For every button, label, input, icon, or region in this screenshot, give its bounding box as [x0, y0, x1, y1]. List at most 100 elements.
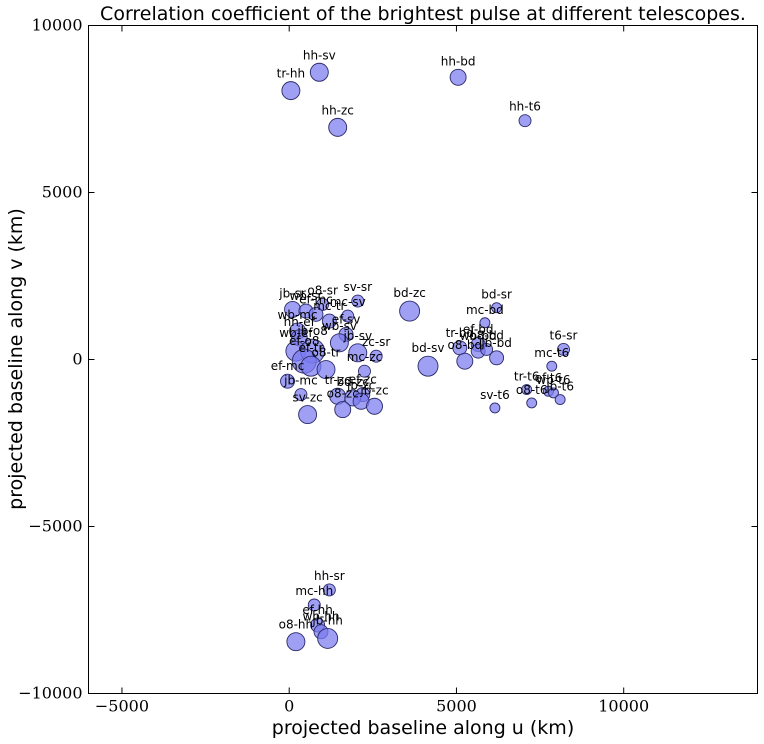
data-point — [286, 632, 306, 652]
data-point — [328, 117, 348, 137]
point-label: mc-hh — [295, 584, 333, 598]
x-tick-label: 5000 — [436, 697, 477, 716]
point-label: ef-hh — [302, 603, 333, 617]
point-label: ef-mc — [271, 359, 305, 373]
data-point — [526, 397, 538, 409]
point-label: o8-t6 — [516, 383, 548, 397]
data-point — [456, 352, 474, 370]
chart-title: Correlation coefficient of the brightest… — [100, 3, 746, 25]
point-label: bd-sv — [412, 341, 445, 355]
point-label: mc-zc — [347, 350, 383, 364]
point-label: ef-bd — [463, 322, 494, 336]
data-point — [294, 388, 308, 402]
point-label: o8-bd — [448, 338, 483, 352]
data-points — [280, 62, 570, 652]
point-label: wb-hh — [302, 610, 339, 624]
data-point — [316, 360, 336, 379]
data-point — [366, 397, 383, 415]
data-point — [548, 387, 559, 399]
x-tick-label: 0 — [284, 697, 294, 716]
point-labels: hh-sv tr-hh hh-bd hh-zc hh-t6 jb-sr o8-sr sv-sr… — [271, 48, 578, 631]
data-point — [351, 294, 365, 308]
data-point — [449, 68, 467, 86]
point-label: mc-t6 — [534, 346, 569, 360]
point-label: ef-mc — [299, 292, 333, 306]
point-label: hh-zc — [321, 103, 353, 117]
point-label: jb-zc — [359, 383, 388, 397]
data-point — [479, 317, 491, 329]
point-label: hh-sr — [314, 569, 345, 583]
point-label: wb-mc — [278, 308, 318, 322]
y-tick-label: 0 — [72, 350, 82, 369]
point-label: mc-bd — [466, 303, 504, 317]
point-label: ef-tr — [298, 341, 323, 355]
data-point — [308, 306, 324, 322]
point-label: o8-bd — [469, 328, 504, 342]
point-label: t6-sr — [550, 328, 578, 342]
point-label: sv-zc — [292, 391, 322, 405]
point-label: sv-t6 — [480, 388, 510, 402]
point-label: jb-sr — [278, 286, 306, 300]
data-point — [329, 333, 349, 353]
data-point — [280, 373, 295, 389]
point-label: sv-sr — [343, 280, 372, 294]
point-label: hh-sv — [303, 48, 336, 62]
point-label: bd-zc — [337, 375, 369, 389]
data-point — [417, 355, 439, 377]
data-point — [309, 62, 329, 82]
data-point — [399, 300, 421, 322]
data-point — [322, 583, 336, 597]
point-label: jb-zc — [346, 378, 375, 392]
point-label: wb-sr — [289, 289, 322, 303]
data-point — [321, 313, 337, 329]
data-point — [489, 350, 505, 366]
point-label: zc-sr — [362, 335, 390, 349]
point-label: wb-ef — [279, 326, 313, 340]
data-point — [546, 360, 558, 372]
point-label: ef-zc — [349, 373, 377, 387]
point-label: tr-bd — [446, 326, 474, 340]
data-point — [334, 401, 352, 419]
data-point — [348, 343, 368, 363]
point-label: o8-hh — [279, 618, 314, 632]
point-label: wb-sv — [322, 319, 357, 333]
x-tick-label: 10000 — [598, 697, 649, 716]
y-tick-label: −10000 — [18, 684, 82, 703]
point-label: hh-ef — [284, 315, 316, 329]
x-tick-label: −5000 — [95, 697, 149, 716]
point-label: tr-zc — [325, 373, 351, 387]
point-label: ef-t6 — [535, 371, 563, 385]
data-point — [521, 384, 533, 396]
data-point — [480, 343, 494, 356]
data-point — [491, 302, 503, 314]
axis-ticks: −5000 0 5000 10000 −10000 −5000 0 5000 10000 — [18, 16, 758, 716]
point-label: wb-bd — [460, 329, 497, 343]
plot-area: −5000 0 5000 10000 −10000 −5000 0 5000 10000 hh-… — [18, 16, 758, 716]
y-tick-label: 5000 — [42, 183, 83, 202]
x-axis-label: projected baseline along u (km) — [272, 717, 574, 739]
point-label: wb-t6 — [536, 373, 570, 387]
y-tick-label: −5000 — [28, 517, 82, 536]
point-label: bd-sr — [481, 288, 512, 302]
point-label: jb-bd — [480, 336, 512, 350]
point-label: jb-t6 — [545, 380, 574, 394]
point-label: ef-sv — [332, 312, 361, 326]
point-label: jb-sv — [342, 329, 372, 343]
point-label: jb-mc — [283, 374, 318, 388]
data-point — [554, 394, 566, 406]
point-label: jb-o8 — [296, 324, 327, 338]
data-point — [369, 349, 383, 363]
point-label: tr-hh — [277, 67, 305, 81]
data-point — [298, 405, 318, 425]
data-point — [281, 81, 301, 101]
data-point — [518, 114, 532, 128]
point-label: hh-t6 — [509, 100, 541, 114]
point-label: tr-t6 — [514, 370, 540, 384]
point-label: ef-o8 — [289, 334, 319, 348]
point-label: o8-tr — [312, 346, 341, 360]
data-point — [316, 297, 330, 311]
data-point — [317, 627, 339, 649]
data-point — [557, 343, 570, 356]
point-label: jb-hh — [311, 613, 343, 627]
